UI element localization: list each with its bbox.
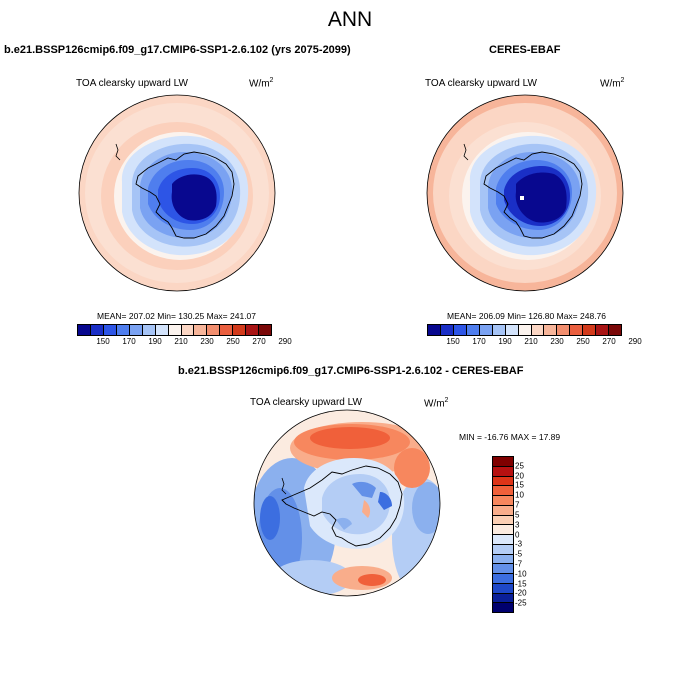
obs-colorbar-swatch — [531, 325, 545, 335]
diff-colorbar-swatch — [493, 515, 513, 526]
diff-panel-title: b.e21.BSSP126cmip6.f09_g17.CMIP6-SSP1-2.… — [178, 365, 524, 377]
model-colorbar-tick-label: 250 — [226, 337, 240, 346]
obs-colorbar-tick-label: 170 — [472, 337, 486, 346]
diff-colorbar-swatch — [493, 564, 513, 574]
obs-colorbar-tick-label: 250 — [576, 337, 590, 346]
diff-colorbar-swatch — [493, 554, 513, 565]
diff-variable-label: TOA clearsky upward LW — [250, 397, 362, 408]
diff-colorbar-swatch — [493, 486, 513, 496]
obs-colorbar-swatch — [609, 325, 622, 335]
model-colorbar-swatch — [142, 325, 156, 335]
obs-colorbar-swatch — [428, 325, 441, 335]
obs-colorbar-tick-label: 290 — [628, 337, 642, 346]
model-colorbar-swatch — [259, 325, 272, 335]
model-colorbar-swatch — [181, 325, 195, 335]
model-colorbar — [77, 324, 272, 336]
diff-colorbar-tick-label: -25 — [515, 598, 527, 608]
model-colorbar-tick-label: 270 — [252, 337, 266, 346]
diff-colorbar-tick-label: -15 — [515, 579, 527, 589]
obs-stats: MEAN= 206.09 Min= 126.80 Max= 248.76 — [447, 311, 607, 321]
model-colorbar-ticks: 150 170 190 210 230 250 270 290 — [77, 337, 291, 349]
model-colorbar-tick-label: 170 — [122, 337, 136, 346]
diff-polar-map — [253, 409, 441, 597]
model-colorbar-swatch — [246, 325, 260, 335]
diff-stats: MIN = -16.76 MAX = 17.89 — [459, 432, 561, 442]
main-title: ANN — [327, 8, 373, 31]
obs-variable-label: TOA clearsky upward LW — [425, 78, 537, 89]
model-variable-label: TOA clearsky upward LW — [76, 78, 188, 89]
model-colorbar-swatch — [155, 325, 169, 335]
obs-colorbar-swatch — [453, 325, 467, 335]
diff-units-label: W/m2 — [424, 397, 449, 410]
obs-polar-map — [426, 94, 624, 292]
diff-colorbar-tick-label: -20 — [515, 588, 527, 598]
model-stats: MEAN= 207.02 Min= 130.25 Max= 241.07 — [97, 311, 257, 321]
model-colorbar-tick-label: 230 — [200, 337, 214, 346]
model-colorbar-swatch — [90, 325, 104, 335]
model-colorbar-tick-label: 210 — [174, 337, 188, 346]
diff-colorbar-swatch — [493, 457, 513, 467]
model-colorbar-swatch — [129, 325, 143, 335]
diff-colorbar-swatch — [493, 466, 513, 477]
diff-colorbar-swatch — [493, 476, 513, 487]
diff-colorbar-tick-label: -10 — [515, 569, 527, 579]
model-colorbar-swatch — [194, 325, 208, 335]
model-colorbar-swatch — [220, 325, 234, 335]
obs-colorbar-tick-label: 150 — [446, 337, 460, 346]
model-colorbar-swatch — [233, 325, 247, 335]
model-colorbar-swatch — [78, 325, 91, 335]
diff-colorbar-swatch — [493, 525, 513, 535]
obs-colorbar-tick-label: 230 — [550, 337, 564, 346]
diff-colorbar-tick-label: 15 — [515, 480, 524, 490]
obs-colorbar-ticks: 150 170 190 210 230 250 270 290 — [427, 337, 641, 349]
obs-colorbar-swatch — [596, 325, 610, 335]
diff-colorbar — [492, 456, 514, 613]
diff-colorbar-swatch — [493, 544, 513, 555]
diff-colorbar-swatch — [493, 583, 513, 594]
obs-units-label: W/m2 — [600, 77, 625, 90]
obs-colorbar-swatch — [518, 325, 532, 335]
obs-colorbar-swatch — [544, 325, 558, 335]
diff-colorbar-swatch — [493, 593, 513, 604]
obs-colorbar-swatch — [570, 325, 584, 335]
obs-colorbar-swatch — [440, 325, 454, 335]
diff-colorbar-swatch — [493, 496, 513, 506]
model-colorbar-tick-label: 290 — [278, 337, 292, 346]
obs-colorbar-swatch — [583, 325, 597, 335]
obs-colorbar-tick-label: 210 — [524, 337, 538, 346]
model-colorbar-swatch — [103, 325, 117, 335]
diff-colorbar-tick-label: 10 — [515, 490, 524, 500]
obs-colorbar-swatch — [505, 325, 519, 335]
diff-colorbar-swatch — [493, 603, 513, 612]
obs-colorbar-swatch — [557, 325, 571, 335]
diff-colorbar-tick-label: 5 — [515, 510, 520, 520]
diff-colorbar-tick-label: -3 — [515, 539, 523, 549]
diff-colorbar-tick-label: 20 — [515, 471, 524, 481]
obs-colorbar-swatch — [479, 325, 493, 335]
model-colorbar-swatch — [207, 325, 221, 335]
obs-colorbar-tick-label: 270 — [602, 337, 616, 346]
diff-colorbar-swatch — [493, 535, 513, 545]
diff-colorbar-tick-label: 0 — [515, 530, 520, 539]
diff-colorbar-tick-label: 25 — [515, 461, 524, 471]
model-colorbar-swatch — [116, 325, 130, 335]
obs-colorbar — [427, 324, 622, 336]
obs-colorbar-swatch — [466, 325, 480, 335]
obs-panel-title: CERES-EBAF — [489, 44, 561, 56]
diff-colorbar-tick-label: -5 — [515, 549, 523, 559]
diff-colorbar-swatch — [493, 505, 513, 516]
model-polar-map — [78, 94, 276, 292]
diff-colorbar-tick-label: -7 — [515, 559, 523, 569]
model-panel-title: b.e21.BSSP126cmip6.f09_g17.CMIP6-SSP1-2.… — [4, 44, 351, 56]
model-units-label: W/m2 — [249, 77, 274, 90]
diff-colorbar-ticks: 25 20 15 10 7 5 3 0 -3 -5 -7 -10 -15 -20 -25 — [515, 456, 545, 611]
diff-colorbar-tick-label: 7 — [515, 500, 520, 510]
obs-colorbar-tick-label: 190 — [498, 337, 512, 346]
diff-colorbar-swatch — [493, 574, 513, 584]
diff-colorbar-tick-label: 3 — [515, 520, 520, 530]
obs-colorbar-swatch — [492, 325, 506, 335]
model-colorbar-swatch — [168, 325, 182, 335]
model-colorbar-tick-label: 150 — [96, 337, 110, 346]
model-colorbar-tick-label: 190 — [148, 337, 162, 346]
